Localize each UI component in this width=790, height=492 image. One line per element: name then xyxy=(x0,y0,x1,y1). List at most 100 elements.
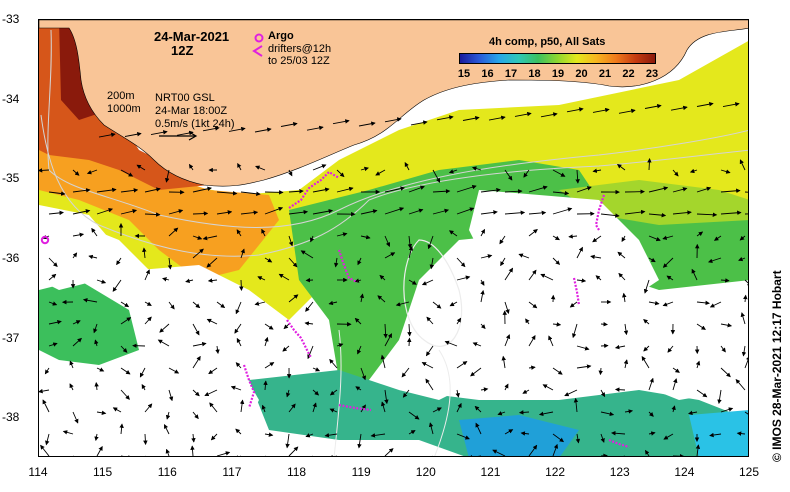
current-vector xyxy=(525,318,530,325)
current-vector xyxy=(552,433,565,443)
current-vector xyxy=(62,430,74,435)
current-vector xyxy=(618,108,636,114)
current-vector xyxy=(528,335,536,347)
x-tick-label: 124 xyxy=(674,465,695,479)
current-vector xyxy=(336,232,348,237)
current-vector xyxy=(163,424,170,435)
current-vector xyxy=(569,301,578,308)
y-tick-label: -33 xyxy=(2,12,20,26)
current-vector xyxy=(215,345,220,355)
current-vector xyxy=(643,279,650,294)
current-vector xyxy=(448,230,458,237)
current-vector xyxy=(168,301,175,310)
current-vector xyxy=(159,323,170,333)
current-vector xyxy=(94,339,99,347)
current-vector xyxy=(720,345,726,353)
current-vector xyxy=(144,301,152,306)
current-vector xyxy=(157,339,170,347)
current-vector xyxy=(644,449,650,456)
current-vector xyxy=(204,389,218,397)
sst-map[interactable]: 24-Mar-2021 12Z Argo drifters@12h to 25/… xyxy=(38,19,749,457)
current-vector xyxy=(168,389,174,402)
current-vector xyxy=(720,278,730,283)
current-vector xyxy=(408,279,417,285)
current-vector xyxy=(145,455,146,456)
current-vector xyxy=(735,379,746,391)
current-vector xyxy=(648,212,667,218)
current-vector xyxy=(648,431,656,436)
argo-legend-icon xyxy=(254,33,264,43)
current-vector xyxy=(185,278,194,284)
sst-cyan-southeast xyxy=(689,410,748,456)
current-vector xyxy=(429,257,435,270)
current-vector xyxy=(72,411,79,424)
current-vector xyxy=(456,275,471,281)
current-vector xyxy=(432,301,442,309)
current-vector xyxy=(228,126,246,132)
current-vector xyxy=(264,432,274,437)
current-vector xyxy=(575,169,580,184)
current-vector xyxy=(528,444,538,456)
current-vector xyxy=(408,245,414,259)
current-vector xyxy=(384,252,396,259)
current-vector xyxy=(617,163,626,171)
current-vector xyxy=(139,367,146,378)
current-vector xyxy=(72,209,91,215)
current-vector xyxy=(332,119,350,125)
current-vector xyxy=(336,169,345,178)
current-vector xyxy=(421,279,434,286)
cloud-mask xyxy=(39,360,119,456)
current-vector xyxy=(264,257,273,263)
current-vector xyxy=(696,300,710,306)
current-vector xyxy=(112,407,122,413)
current-vector xyxy=(72,252,78,259)
current-vector xyxy=(39,168,50,173)
current-vector xyxy=(69,360,74,369)
current-vector xyxy=(48,342,58,347)
current-vector xyxy=(116,257,122,266)
current-vector xyxy=(96,208,114,215)
current-vector xyxy=(73,455,74,456)
current-vector xyxy=(709,432,722,438)
current-vector xyxy=(357,345,362,355)
current-vector xyxy=(707,257,722,263)
current-vector xyxy=(312,208,334,215)
current-vector xyxy=(283,323,290,330)
colorbar-tick-label: 19 xyxy=(551,68,565,80)
current-vector xyxy=(552,235,560,241)
current-vector xyxy=(648,257,656,263)
current-vector xyxy=(480,279,485,286)
current-vector xyxy=(361,455,362,456)
current-vector xyxy=(408,411,420,420)
current-vector xyxy=(648,235,661,242)
current-vector xyxy=(576,345,590,351)
current-vector xyxy=(504,429,514,435)
current-vector xyxy=(124,131,142,137)
current-vector xyxy=(72,320,81,325)
current-vector xyxy=(288,189,304,194)
current-vector xyxy=(234,455,241,456)
current-vector xyxy=(552,322,562,327)
current-vector xyxy=(312,402,317,413)
current-vector xyxy=(600,389,606,398)
current-vector xyxy=(312,389,320,396)
colorbar-tick-label: 23 xyxy=(645,68,659,80)
current-vector xyxy=(528,365,536,370)
current-vector xyxy=(648,300,660,306)
current-vector xyxy=(672,169,679,177)
current-vector xyxy=(648,186,669,193)
cloud-mask xyxy=(399,340,479,400)
current-vector xyxy=(354,317,362,325)
current-vector xyxy=(305,301,314,312)
current-vector xyxy=(216,451,231,456)
current-vector xyxy=(552,257,561,265)
current-vector xyxy=(571,323,578,339)
current-vector xyxy=(142,247,147,259)
current-vector xyxy=(614,344,626,350)
current-vector xyxy=(288,209,309,215)
current-vector xyxy=(528,185,548,193)
colorbar-tick-label: 17 xyxy=(504,68,518,80)
current-vector xyxy=(744,279,748,287)
current-vector xyxy=(504,334,511,347)
current-vector xyxy=(592,235,602,243)
